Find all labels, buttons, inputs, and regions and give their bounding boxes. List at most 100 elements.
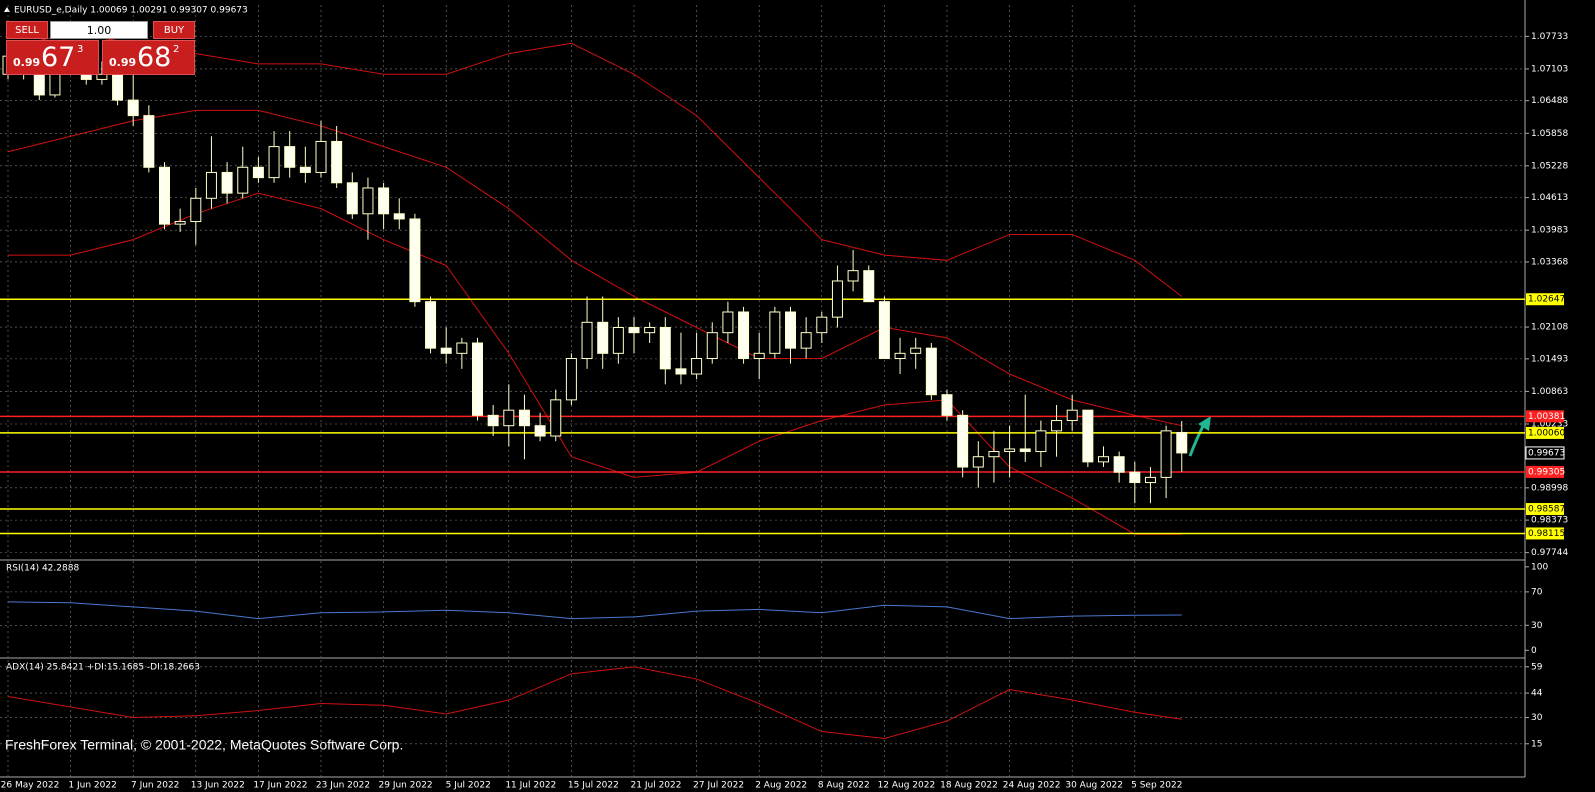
- ask-price[interactable]: 0.99 68 2: [102, 40, 195, 75]
- x-tick-label: 11 Jul 2022: [505, 781, 556, 791]
- collapse-icon[interactable]: [4, 7, 10, 12]
- candle-body: [816, 316, 828, 334]
- candle-body: [972, 456, 984, 468]
- sell-button[interactable]: SELL: [6, 21, 48, 39]
- x-tick-label: 2 Aug 2022: [755, 781, 807, 791]
- candle-body: [425, 301, 437, 349]
- y-tick-label: 1.04613: [1531, 193, 1568, 203]
- footer-copyright: FreshForex Terminal, © 2001-2022, MetaQu…: [5, 737, 403, 753]
- x-tick-label: 24 Aug 2022: [1003, 781, 1061, 791]
- y-tick-label: 1.05858: [1531, 129, 1568, 139]
- candle-body: [205, 171, 217, 199]
- candle-body: [988, 451, 1000, 458]
- level-label-box: [1526, 527, 1564, 540]
- candle-body: [299, 166, 311, 173]
- candle-body: [1051, 420, 1063, 432]
- candle-body: [722, 311, 734, 334]
- candle-body: [487, 414, 499, 427]
- level-label: 0.98587: [1528, 505, 1565, 515]
- level-label-box: [1526, 465, 1564, 478]
- candle-body: [785, 311, 796, 349]
- y-tick-label: 1.05228: [1531, 161, 1568, 171]
- y-tick-label: 1.00233: [1531, 419, 1568, 429]
- level-label: 1.00060: [1528, 428, 1565, 438]
- current-price-box: [1525, 446, 1565, 460]
- candle-body: [1160, 430, 1172, 478]
- candle-body: [221, 171, 233, 194]
- y-tick-label: 1.00863: [1531, 387, 1568, 397]
- indicator-line: [7, 601, 1182, 620]
- candle-body: [910, 347, 922, 354]
- candle-body: [393, 213, 405, 220]
- x-tick-label: 21 Jul 2022: [631, 781, 682, 791]
- y-tick-label: 1.07733: [1531, 32, 1568, 42]
- candle-body: [644, 326, 656, 334]
- x-tick-label: 8 Aug 2022: [818, 781, 870, 791]
- y-tick-label: 1.07103: [1531, 64, 1568, 74]
- x-tick-label: 18 Aug 2022: [940, 781, 998, 791]
- candle-body: [33, 73, 45, 96]
- bid-price[interactable]: 0.99 67 3: [6, 40, 99, 75]
- candle-body: [252, 166, 264, 179]
- candle-body: [315, 140, 327, 173]
- candle-body: [1129, 471, 1141, 484]
- candle-body: [378, 187, 390, 215]
- x-tick-label: 15 Jul 2022: [568, 781, 619, 791]
- x-tick-label: 1 Jun 2022: [68, 781, 116, 791]
- level-label: 0.98115: [1528, 529, 1565, 539]
- candle-body: [847, 270, 859, 282]
- candle-body: [941, 394, 953, 416]
- volume-input[interactable]: 1.00: [50, 21, 148, 39]
- candle-body: [174, 221, 186, 225]
- current-price-label: 0.99673: [1528, 448, 1565, 458]
- level-label-box: [1526, 410, 1564, 423]
- candle-body: [691, 358, 703, 375]
- candle-body: [550, 399, 562, 437]
- symbol-info: EURUSD_e,Daily 1.00069 1.00291 0.99307 0…: [14, 6, 248, 16]
- candle-body: [1113, 456, 1125, 473]
- y-tick-label: 0.97744: [1531, 548, 1568, 558]
- x-tick-label: 23 Jun 2022: [316, 781, 370, 791]
- level-label-box: [1526, 503, 1564, 516]
- y-tick-label: 30: [1531, 713, 1543, 723]
- candle-body: [581, 321, 593, 360]
- x-tick-label: 12 Aug 2022: [878, 781, 936, 791]
- bollinger-band: [7, 109, 1182, 427]
- buy-button[interactable]: BUY: [153, 21, 195, 39]
- candle-body: [800, 332, 812, 349]
- x-tick-label: 13 Jun 2022: [191, 781, 245, 791]
- candle-body: [878, 301, 890, 360]
- volume-value[interactable]: 1.00: [86, 24, 112, 37]
- level-label: 1.00381: [1528, 412, 1565, 422]
- y-tick-label: 15: [1531, 739, 1542, 749]
- y-tick-label: 70: [1531, 587, 1543, 597]
- ask-big: 0.99: [109, 56, 137, 69]
- candle-body: [1066, 409, 1078, 422]
- candle-body: [440, 347, 452, 354]
- candle-body: [96, 73, 108, 80]
- candle-body: [675, 368, 687, 375]
- y-tick-label: 1.03983: [1531, 226, 1568, 236]
- rsi-title: RSI(14) 42.2888: [6, 564, 79, 574]
- y-tick-label: 1.01493: [1531, 354, 1568, 364]
- x-tick-label: 29 Jun 2022: [379, 781, 433, 791]
- level-label-box: [1526, 426, 1564, 439]
- y-tick-label: 0.98998: [1531, 483, 1568, 493]
- candle-body: [1019, 448, 1031, 453]
- y-tick-label: 1.06488: [1531, 96, 1568, 106]
- bid-big: 0.99: [13, 56, 41, 69]
- level-label: 0.99305: [1528, 467, 1565, 477]
- candle-body: [190, 197, 202, 223]
- candle-body: [159, 166, 170, 225]
- level-label: 1.02647: [1528, 295, 1565, 305]
- y-tick-label: 1.02108: [1531, 323, 1568, 333]
- indicator-line: [7, 666, 1182, 740]
- candle-body: [1176, 431, 1188, 454]
- level-label-box: [1526, 293, 1564, 306]
- candle-body: [268, 146, 280, 179]
- candle-body: [127, 99, 139, 117]
- candle-body: [1035, 430, 1047, 453]
- x-tick-label: 17 Jun 2022: [253, 781, 307, 791]
- candle-body: [738, 311, 750, 360]
- y-tick-label: 0: [1531, 646, 1537, 656]
